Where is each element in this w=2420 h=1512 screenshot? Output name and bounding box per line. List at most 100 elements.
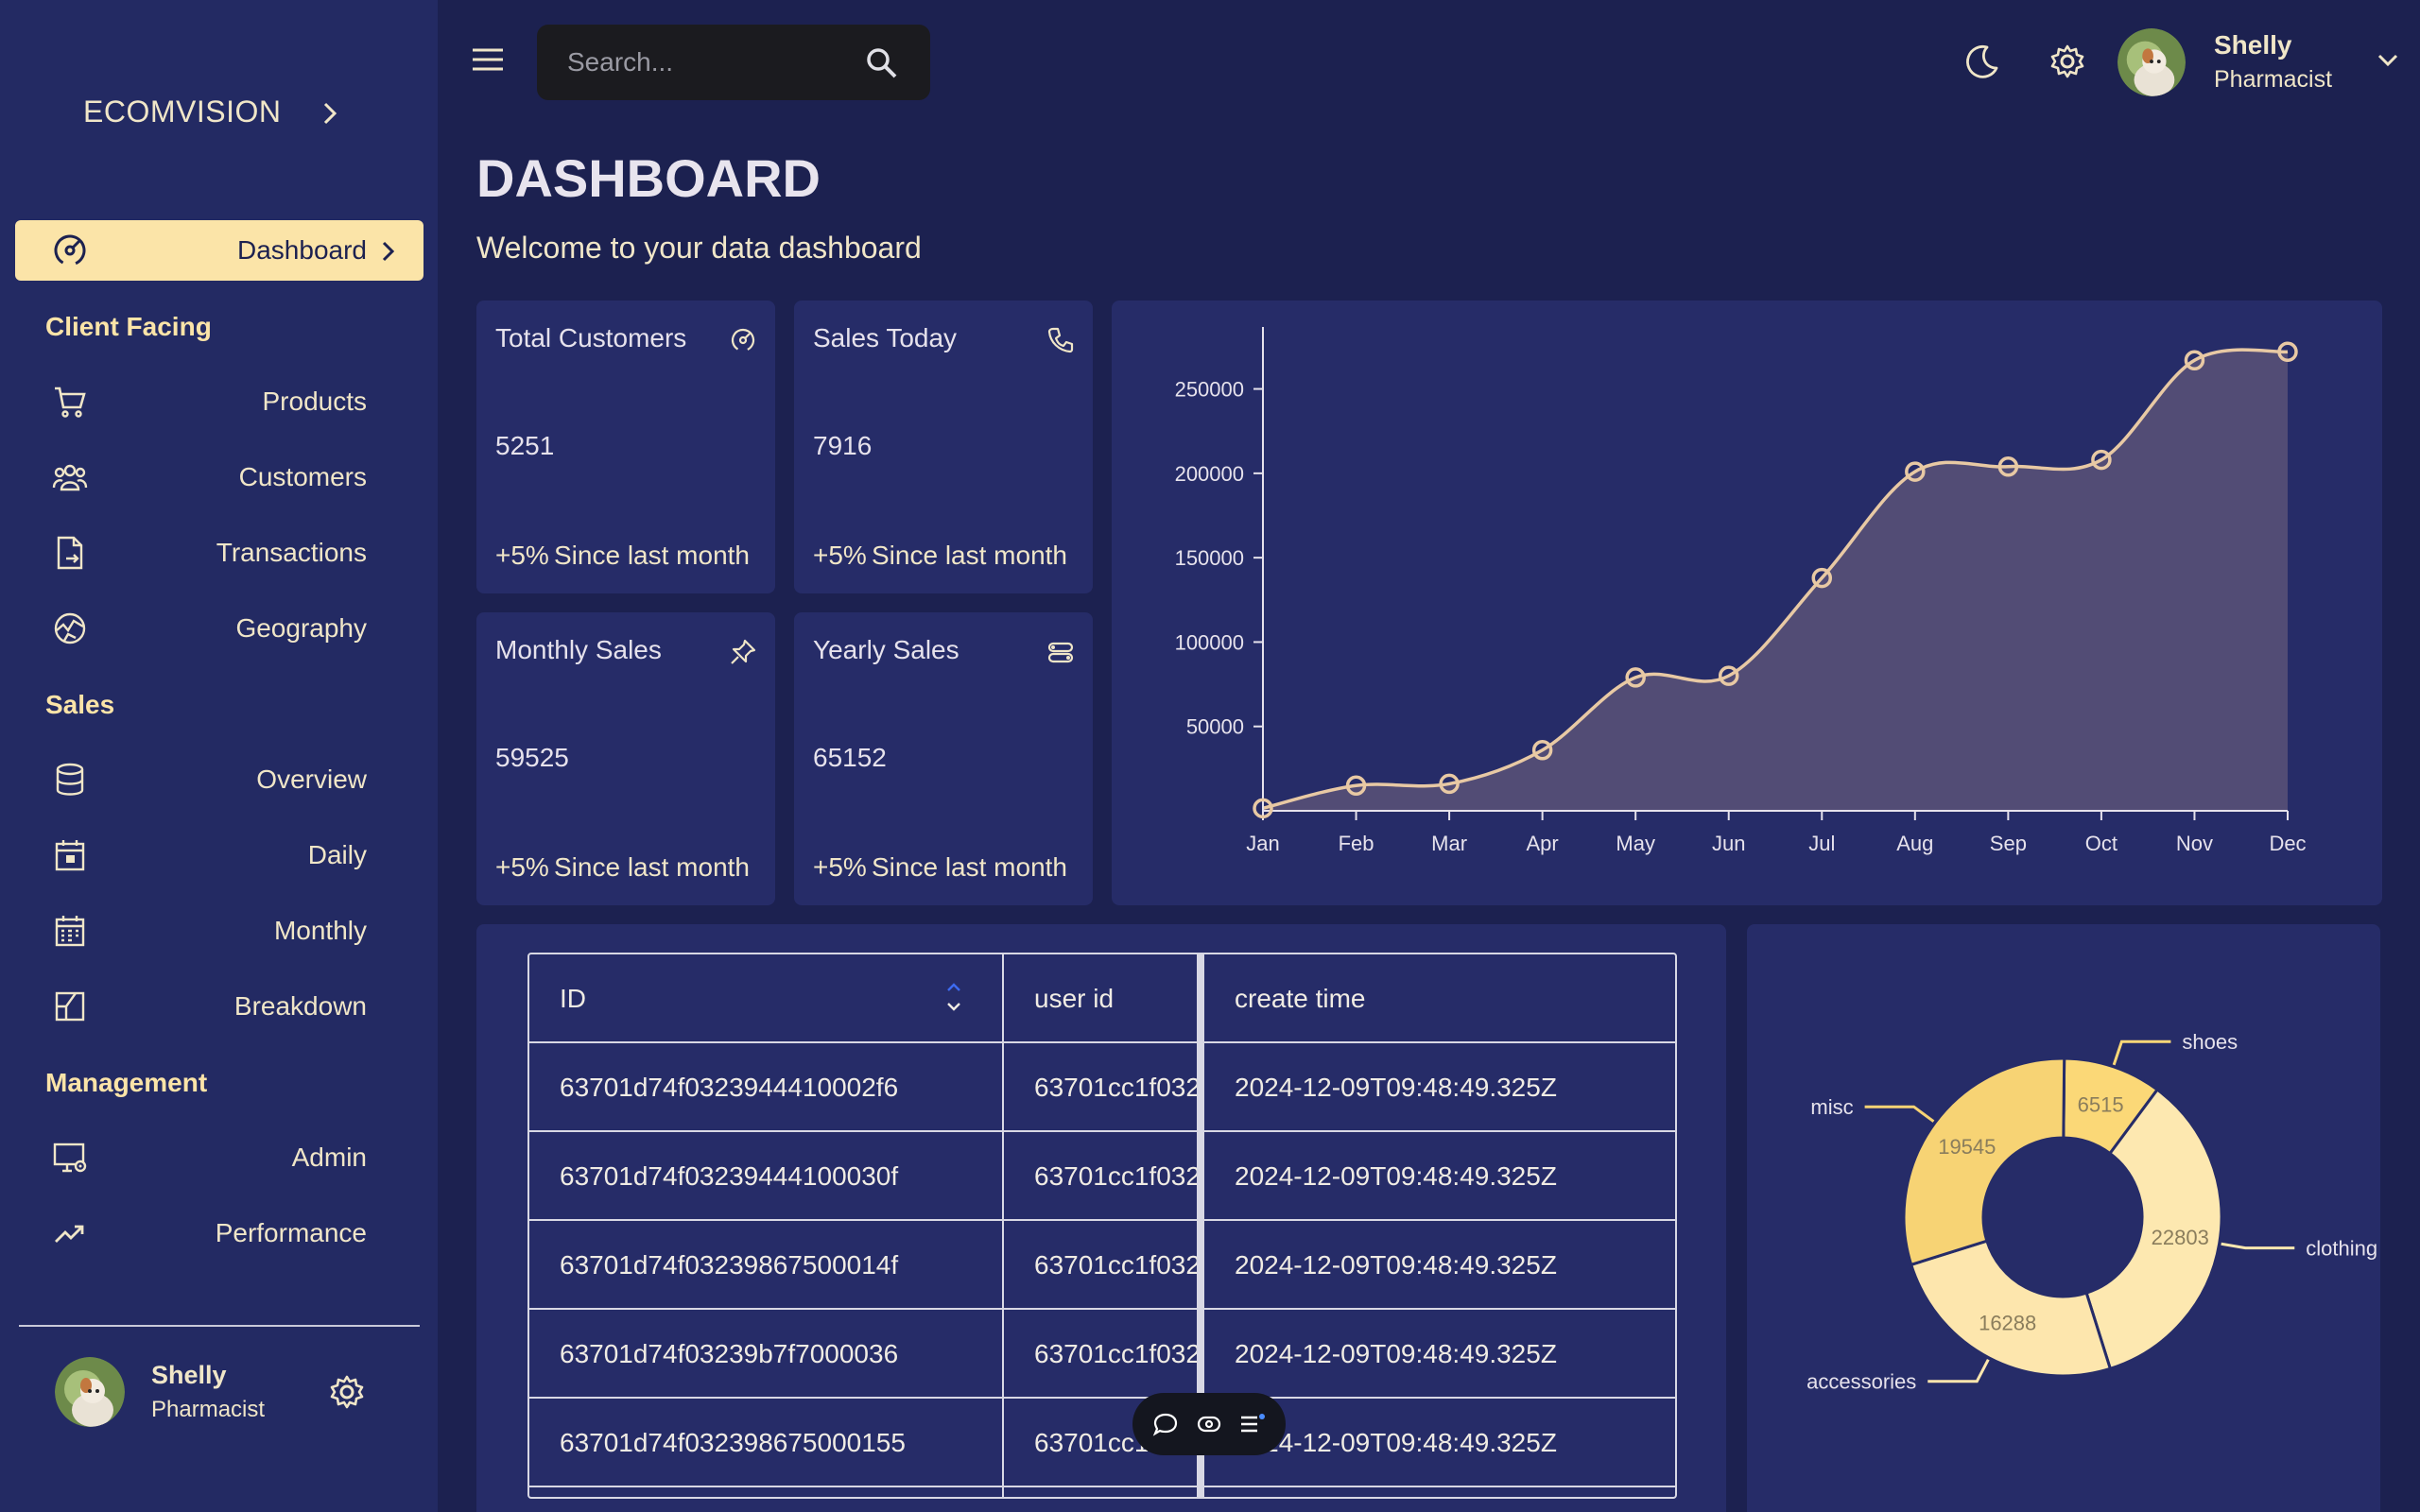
x-tick-label: Nov xyxy=(2176,832,2213,855)
stat-value: 65152 xyxy=(813,743,887,772)
sidebar-item-label: Overview xyxy=(256,765,367,794)
series-line xyxy=(1262,348,2289,811)
table-cell-create-time: 2024-12-09T09:48:49.325Z xyxy=(1235,1161,1557,1191)
slice-leader-line xyxy=(2112,1040,2171,1066)
stat-value: 5251 xyxy=(495,431,555,460)
slice-category-label: shoes xyxy=(2182,1030,2238,1054)
sidebar-item-products[interactable]: Products xyxy=(15,371,424,432)
sales-by-category-donut: 6515 shoes 22803 clothing 16288 accessories 19… xyxy=(1806,1030,2377,1394)
column-header-create-time[interactable]: create time xyxy=(1235,984,1366,1013)
sidebar-item-label: Geography xyxy=(235,613,367,643)
gear-icon[interactable] xyxy=(327,1372,367,1412)
avatar[interactable] xyxy=(2118,28,2186,96)
stat-title: Monthly Sales xyxy=(495,635,662,664)
slice-leader-line xyxy=(2221,1242,2295,1250)
column-header-user-id[interactable]: user id xyxy=(1034,984,1115,1013)
search-icon[interactable] xyxy=(864,45,900,81)
search-bar xyxy=(537,25,930,100)
sidebar-user-name: Shelly xyxy=(151,1361,227,1389)
y-tick-label: 100000 xyxy=(1175,630,1244,654)
x-tick-label: Feb xyxy=(1339,832,1374,855)
data-point xyxy=(2184,350,2205,370)
sidebar-item-dashboard[interactable]: Dashboard xyxy=(15,220,424,281)
table-row[interactable]: 63701d74f03239b7f7000036 63701cc1f032 2024… xyxy=(529,1310,1675,1399)
x-tick-label: Dec xyxy=(2269,832,2306,855)
dark-mode-icon[interactable] xyxy=(1962,42,2002,81)
cart-icon xyxy=(55,387,86,418)
data-point xyxy=(1531,739,1553,761)
menu-icon[interactable] xyxy=(471,45,505,74)
sidebar-item-monthly[interactable]: Monthly xyxy=(15,901,424,961)
table-row[interactable]: 63701d74f0323944410002f6 63701cc1f032 2024… xyxy=(529,1043,1675,1132)
stat-title: Sales Today xyxy=(813,323,958,352)
stat-card-total-customers: Total Customers 5251 +5% Since last mont… xyxy=(476,301,775,593)
category-chart-panel: 6515 shoes 22803 clothing 16288 accessories 19… xyxy=(1747,924,2380,1512)
chevron-right-icon[interactable] xyxy=(318,98,342,129)
y-tick-label: 250000 xyxy=(1175,378,1244,402)
sidebar-item-customers[interactable]: Customers xyxy=(15,447,424,507)
dashboard-gauge-icon xyxy=(54,234,86,266)
globe-icon xyxy=(54,612,86,644)
column-divider[interactable] xyxy=(1002,954,1004,1497)
slice-leader-line xyxy=(1864,1105,1935,1123)
column-header-id[interactable]: ID xyxy=(560,984,586,1013)
table-row[interactable]: 63701d74f03239867500014f 63701cc1f032 2024… xyxy=(529,1221,1675,1310)
y-tick-label: 50000 xyxy=(1186,715,1244,739)
area-fill xyxy=(1263,350,2288,811)
stat-since: Since last month xyxy=(554,541,750,570)
data-point xyxy=(1625,667,1646,688)
table-cell-id: 63701d74f032398675000155 xyxy=(560,1428,906,1457)
slice-category-label: misc xyxy=(1810,1095,1853,1119)
sidebar-item-geography[interactable]: Geography xyxy=(15,598,424,659)
list-icon[interactable] xyxy=(1238,1410,1267,1438)
receipt-icon xyxy=(57,536,83,570)
stat-change: +5% xyxy=(813,852,867,882)
x-tick-label: Mar xyxy=(1431,832,1467,855)
table-cell-id: 63701d74f03239444100030f xyxy=(560,1161,899,1191)
sidebar-item-label: Dashboard xyxy=(237,235,367,265)
calendar-month-icon xyxy=(55,916,85,947)
sidebar-item-breakdown[interactable]: Breakdown xyxy=(15,976,424,1037)
sidebar-item-transactions[interactable]: Transactions xyxy=(15,523,424,583)
table-cell-id: 63701d74f0323944410002f6 xyxy=(560,1073,899,1102)
table-row[interactable]: 63701d74f032398675000155 63701cc1f032 2024… xyxy=(529,1399,1675,1487)
pin-icon xyxy=(731,639,756,664)
eye-icon[interactable] xyxy=(1195,1410,1223,1438)
table-row[interactable]: 63701d74f03239444100030f 63701cc1f032 2024… xyxy=(529,1132,1675,1221)
chevron-down-icon[interactable] xyxy=(2375,51,2401,70)
avatar[interactable] xyxy=(55,1357,125,1427)
sidebar-item-daily[interactable]: Daily xyxy=(15,825,424,885)
sort-icon[interactable] xyxy=(943,977,964,1019)
trending-up-icon xyxy=(55,1225,84,1243)
comment-icon[interactable] xyxy=(1151,1410,1180,1438)
stat-since: Since last month xyxy=(554,852,750,882)
sidebar-item-overview[interactable]: Overview xyxy=(15,749,424,810)
stat-change: +5% xyxy=(495,541,549,570)
transactions-table: ID user id create time 63701d74f03239444… xyxy=(527,953,1677,1499)
data-point xyxy=(1345,775,1367,796)
sidebar-item-label: Breakdown xyxy=(233,991,367,1021)
settings-icon[interactable] xyxy=(2048,42,2087,81)
search-input[interactable] xyxy=(567,45,851,79)
stat-since: Since last month xyxy=(872,852,1067,882)
database-icon xyxy=(56,763,84,796)
phone-icon xyxy=(1047,327,1074,353)
topbar-user-role: Pharmacist xyxy=(2214,66,2333,93)
calendar-day-icon xyxy=(55,840,85,871)
people-icon xyxy=(52,464,88,491)
sidebar-item-admin[interactable]: Admin xyxy=(15,1127,424,1188)
sidebar-item-label: Transactions xyxy=(216,538,367,567)
topbar-user-name[interactable]: Shelly xyxy=(2214,30,2292,60)
x-tick-label: Aug xyxy=(1896,832,1933,855)
table-cell-user-id: 63701cc1f032 xyxy=(1034,1161,1197,1191)
stat-title: Total Customers xyxy=(495,323,687,352)
data-point xyxy=(1905,461,1926,482)
sidebar: ECOMVISION Dashboard Client Facing Produ… xyxy=(0,0,438,1512)
table-cell-id: 63701d74f03239867500014f xyxy=(560,1250,899,1280)
column-resize-handle[interactable] xyxy=(1197,954,1204,1497)
sidebar-divider xyxy=(19,1325,420,1327)
slice-leader-line xyxy=(1927,1358,1990,1383)
sidebar-item-performance[interactable]: Performance xyxy=(15,1203,424,1263)
x-tick-label: Jan xyxy=(1246,832,1279,855)
section-sales: Sales xyxy=(45,690,115,719)
